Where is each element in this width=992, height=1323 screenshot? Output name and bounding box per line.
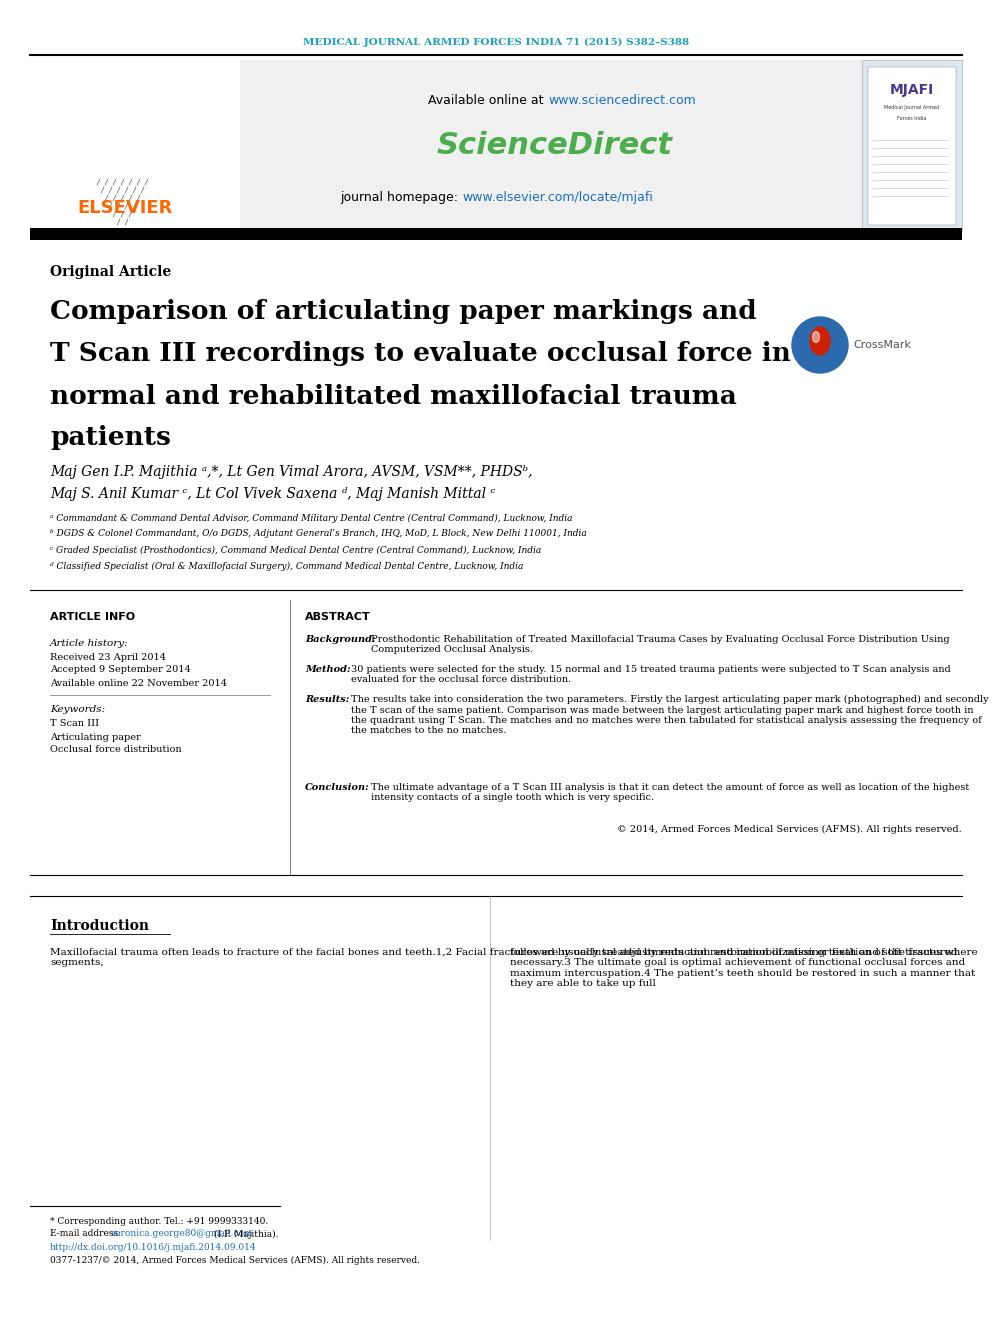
Text: (I.P. Majithia).: (I.P. Majithia).: [211, 1229, 279, 1238]
Text: Accepted 9 September 2014: Accepted 9 September 2014: [50, 665, 190, 675]
Circle shape: [792, 318, 848, 373]
FancyBboxPatch shape: [240, 60, 862, 230]
Text: The results take into consideration the two parameters. Firstly the largest arti: The results take into consideration the …: [351, 695, 989, 736]
Text: Occlusal force distribution: Occlusal force distribution: [50, 745, 182, 754]
Text: MJAFI: MJAFI: [890, 83, 934, 97]
Text: © 2014, Armed Forces Medical Services (AFMS). All rights reserved.: © 2014, Armed Forces Medical Services (A…: [617, 826, 962, 833]
Text: Conclusion:: Conclusion:: [305, 783, 370, 792]
Text: ᵃ Commandant & Command Dental Advisor, Command Military Dental Centre (Central C: ᵃ Commandant & Command Dental Advisor, C…: [50, 513, 572, 523]
Text: Available online 22 November 2014: Available online 22 November 2014: [50, 679, 227, 688]
Text: http://dx.doi.org/10.1016/j.mjafi.2014.09.014: http://dx.doi.org/10.1016/j.mjafi.2014.0…: [50, 1242, 257, 1252]
Text: Keywords:: Keywords:: [50, 705, 105, 713]
Text: Maj Gen I.P. Majithia ᵃ,*, Lt Gen Vimal Arora, AVSM, VSM**, PHDSᵇ,: Maj Gen I.P. Majithia ᵃ,*, Lt Gen Vimal …: [50, 464, 533, 479]
Text: ScienceDirect: ScienceDirect: [437, 131, 673, 160]
Text: ABSTRACT: ABSTRACT: [305, 613, 371, 622]
Ellipse shape: [810, 327, 830, 355]
FancyBboxPatch shape: [868, 67, 956, 225]
Text: Received 23 April 2014: Received 23 April 2014: [50, 652, 166, 662]
Text: Background:: Background:: [305, 635, 376, 644]
Text: CrossMark: CrossMark: [853, 340, 911, 351]
Text: 0377-1237/© 2014, Armed Forces Medical Services (AFMS). All rights reserved.: 0377-1237/© 2014, Armed Forces Medical S…: [50, 1256, 420, 1265]
Text: ARTICLE INFO: ARTICLE INFO: [50, 613, 135, 622]
Text: Available online at: Available online at: [429, 94, 548, 106]
Text: E-mail address:: E-mail address:: [50, 1229, 124, 1238]
Text: veronica.george80@gmail.com: veronica.george80@gmail.com: [110, 1229, 253, 1238]
Text: Maj S. Anil Kumar ᶜ, Lt Col Vivek Saxena ᵈ, Maj Manish Mittal ᶜ: Maj S. Anil Kumar ᶜ, Lt Col Vivek Saxena…: [50, 487, 495, 501]
Text: Article history:: Article history:: [50, 639, 129, 647]
Text: www.sciencedirect.com: www.sciencedirect.com: [548, 94, 695, 106]
Text: * Corresponding author. Tel.: +91 9999333140.: * Corresponding author. Tel.: +91 999933…: [50, 1217, 268, 1225]
Text: normal and rehabilitated maxillofacial trauma: normal and rehabilitated maxillofacial t…: [50, 384, 737, 409]
FancyBboxPatch shape: [862, 60, 962, 230]
Text: Maxillofacial trauma often leads to fracture of the facial bones and teeth.1,2 F: Maxillofacial trauma often leads to frac…: [50, 949, 957, 967]
Text: Prosthodontic Rehabilitation of Treated Maxillofacial Trauma Cases by Evaluating: Prosthodontic Rehabilitation of Treated …: [371, 635, 949, 655]
Text: 30 patients were selected for the study. 15 normal and 15 treated trauma patient: 30 patients were selected for the study.…: [351, 665, 950, 684]
Text: journal homepage:: journal homepage:: [340, 192, 462, 205]
Text: T Scan III: T Scan III: [50, 720, 99, 729]
Text: T Scan III recordings to evaluate occlusal force in: T Scan III recordings to evaluate occlus…: [50, 341, 791, 366]
Text: Articulating paper: Articulating paper: [50, 733, 141, 741]
FancyBboxPatch shape: [30, 228, 962, 239]
Text: ELSEVIER: ELSEVIER: [77, 198, 173, 217]
FancyBboxPatch shape: [30, 60, 240, 230]
Ellipse shape: [812, 332, 819, 343]
Text: www.elsevier.com/locate/mjafi: www.elsevier.com/locate/mjafi: [462, 192, 653, 205]
Text: ᵇ DGDS & Colonel Commandant, O/o DGDS, Adjutant General’s Branch, IHQ, MoD, L Bl: ᵇ DGDS & Colonel Commandant, O/o DGDS, A…: [50, 529, 586, 538]
Text: The ultimate advantage of a T Scan III analysis is that it can detect the amount: The ultimate advantage of a T Scan III a…: [371, 783, 969, 803]
Text: Results:: Results:: [305, 695, 349, 704]
Text: patients: patients: [50, 426, 171, 451]
Text: MEDICAL JOURNAL ARMED FORCES INDIA 71 (2015) S382–S388: MEDICAL JOURNAL ARMED FORCES INDIA 71 (2…: [303, 37, 689, 46]
Text: Comparison of articulating paper markings and: Comparison of articulating paper marking…: [50, 299, 757, 324]
Text: followed by occlusal adjustments and restoration of missing teeth and soft tissu: followed by occlusal adjustments and res…: [510, 949, 978, 988]
Text: Original Article: Original Article: [50, 265, 172, 279]
Text: ᶜ Graded Specialist (Prosthodontics), Command Medical Dental Centre (Central Com: ᶜ Graded Specialist (Prosthodontics), Co…: [50, 545, 542, 554]
Text: Medical Journal Armed: Medical Journal Armed: [885, 106, 939, 111]
Text: Introduction: Introduction: [50, 919, 149, 933]
Text: ᵈ Classified Specialist (Oral & Maxillofacial Surgery), Command Medical Dental C: ᵈ Classified Specialist (Oral & Maxillof…: [50, 561, 524, 570]
Text: Forces India: Forces India: [898, 115, 927, 120]
Text: Method:: Method:: [305, 665, 350, 673]
